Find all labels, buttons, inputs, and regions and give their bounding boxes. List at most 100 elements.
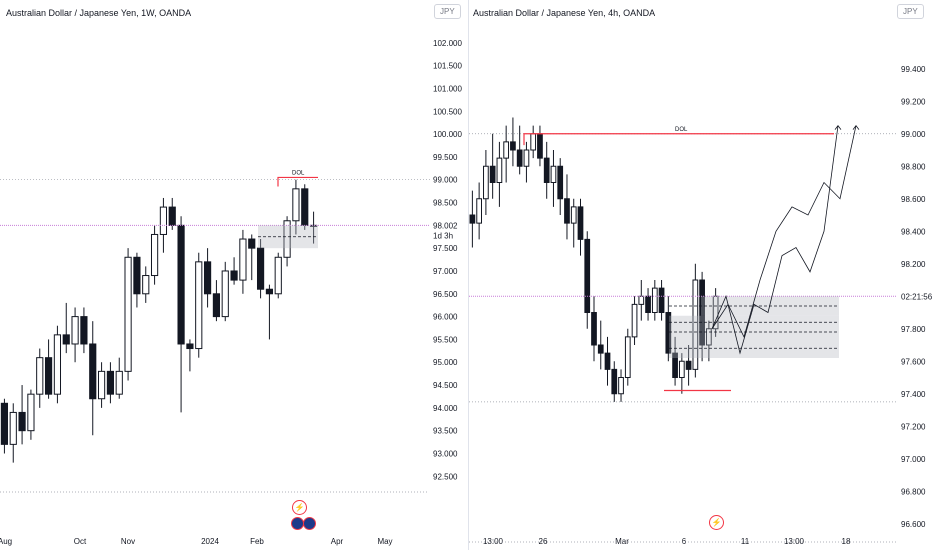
- candle-body: [239, 238, 247, 281]
- dol-line: [277, 176, 318, 187]
- weekly-candlestick-chart[interactable]: 102.000 101.500 101.000 100.500 100.000 99.50…: [0, 0, 468, 550]
- time-axis-label: Feb: [250, 537, 264, 546]
- dol-line: [523, 133, 834, 146]
- price-axis-tick: 97.800: [901, 325, 926, 334]
- projection-path: [711, 125, 839, 355]
- candle-body: [53, 334, 62, 395]
- candle-body: [221, 270, 229, 318]
- chart-pane-4h[interactable]: 99.400 99.200 99.000 98.800 98.600 98.400 98.2…: [469, 0, 932, 550]
- candle-body: [706, 328, 712, 346]
- candle-body: [699, 279, 705, 346]
- candle-body: [36, 357, 44, 395]
- candle-body: [678, 360, 685, 378]
- candle-body: [496, 157, 503, 183]
- candle-body: [618, 377, 624, 395]
- candle-body: [510, 141, 516, 151]
- price-axis-tick: 98.600: [901, 195, 926, 204]
- price-axis-tick: 100.000: [433, 130, 462, 139]
- candle-body: [133, 256, 141, 295]
- price-axis-tick: 97.000: [901, 455, 926, 464]
- au-flag-icon[interactable]: [303, 517, 316, 530]
- candle-body: [0, 402, 9, 445]
- candle-body: [537, 133, 543, 159]
- candle-body: [106, 370, 115, 395]
- lightning-icon[interactable]: ⚡: [709, 515, 724, 530]
- projection-arrowhead: [852, 124, 860, 130]
- dol-annotation: DOL: [292, 170, 305, 176]
- candle-body: [672, 352, 678, 378]
- candle-body: [550, 165, 557, 183]
- price-axis-tick: 98.800: [901, 162, 926, 171]
- time-axis-label: 6: [682, 537, 687, 546]
- candle-body: [584, 238, 591, 313]
- candle-body: [564, 198, 570, 224]
- time-axis-label: May: [377, 537, 392, 546]
- time-axis-label: 13:00: [784, 537, 805, 546]
- countdown-label: 1d 3h: [433, 231, 453, 240]
- candle-body: [665, 312, 672, 354]
- currency-badge[interactable]: JPY: [897, 4, 924, 19]
- price-axis-tick: 101.000: [433, 84, 462, 93]
- candle-body: [570, 206, 577, 224]
- price-axis-tick: 101.500: [433, 62, 462, 71]
- time-axis-label: Mar: [615, 537, 629, 546]
- candle-body: [9, 411, 17, 445]
- candle-body: [124, 256, 132, 372]
- candle-body: [557, 165, 564, 200]
- candle-body: [168, 206, 176, 226]
- candle-body: [476, 198, 482, 224]
- time-axis-label: Apr: [331, 537, 344, 546]
- candle-body: [212, 293, 221, 318]
- projection-path: [711, 125, 857, 338]
- candle-body: [658, 287, 665, 313]
- price-axis-tick: 94.500: [433, 381, 458, 390]
- time-axis-label: Nov: [121, 537, 135, 546]
- candle-body: [523, 149, 530, 167]
- time-axis-label: 18: [842, 537, 851, 546]
- candle-body: [631, 303, 638, 338]
- current-price-label: 98.002: [433, 221, 458, 230]
- price-axis-tick: 94.000: [433, 404, 458, 413]
- candle-body: [27, 393, 35, 432]
- price-axis-tick: 97.200: [901, 422, 926, 431]
- price-axis-tick: 98.200: [901, 260, 926, 269]
- countdown-label: 02:21:56: [901, 292, 932, 301]
- candle-body: [685, 360, 692, 370]
- candle-body: [159, 206, 168, 235]
- price-axis-tick: 99.200: [901, 97, 926, 106]
- candle-body: [624, 336, 631, 378]
- price-axis-tick: 102.000: [433, 39, 462, 48]
- candle-body: [638, 295, 645, 305]
- candle-body: [44, 357, 53, 395]
- candle-body: [142, 275, 150, 295]
- price-axis-tick: 93.000: [433, 449, 458, 458]
- price-axis-tick: 97.500: [433, 244, 458, 253]
- candle-body: [489, 165, 496, 183]
- price-axis-tick: 99.400: [901, 65, 926, 74]
- price-axis-tick: 99.000: [901, 130, 926, 139]
- currency-badge[interactable]: JPY: [434, 4, 461, 19]
- price-axis-tick: 97.400: [901, 390, 926, 399]
- candle-body: [301, 188, 309, 226]
- price-axis-tick: 96.600: [901, 520, 926, 529]
- candle-body: [177, 224, 185, 345]
- price-axis-tick: 100.500: [433, 107, 462, 116]
- candle-body: [230, 270, 238, 281]
- price-axis-tick: 95.500: [433, 335, 458, 344]
- candle-body: [80, 316, 88, 345]
- time-axis-label: 26: [539, 537, 548, 546]
- candle-body: [604, 352, 611, 370]
- dol-annotation: DOL: [675, 127, 688, 133]
- price-axis-tick: 93.500: [433, 427, 458, 436]
- price-axis-tick: 97.000: [433, 267, 458, 276]
- time-axis-label: Aug: [0, 537, 12, 546]
- fvg-zone: [669, 315, 839, 358]
- chart-pane-weekly[interactable]: 102.000 101.500 101.000 100.500 100.000 99.50…: [0, 0, 469, 550]
- 4h-candlestick-chart[interactable]: 99.400 99.200 99.000 98.800 98.600 98.400 98.2…: [469, 0, 932, 550]
- candle-body: [115, 370, 123, 395]
- candle-body: [97, 370, 106, 400]
- candle-body: [265, 288, 274, 295]
- lightning-icon[interactable]: ⚡: [292, 500, 307, 515]
- price-axis-tick: 96.500: [433, 290, 458, 299]
- time-axis-label: 11: [741, 537, 750, 546]
